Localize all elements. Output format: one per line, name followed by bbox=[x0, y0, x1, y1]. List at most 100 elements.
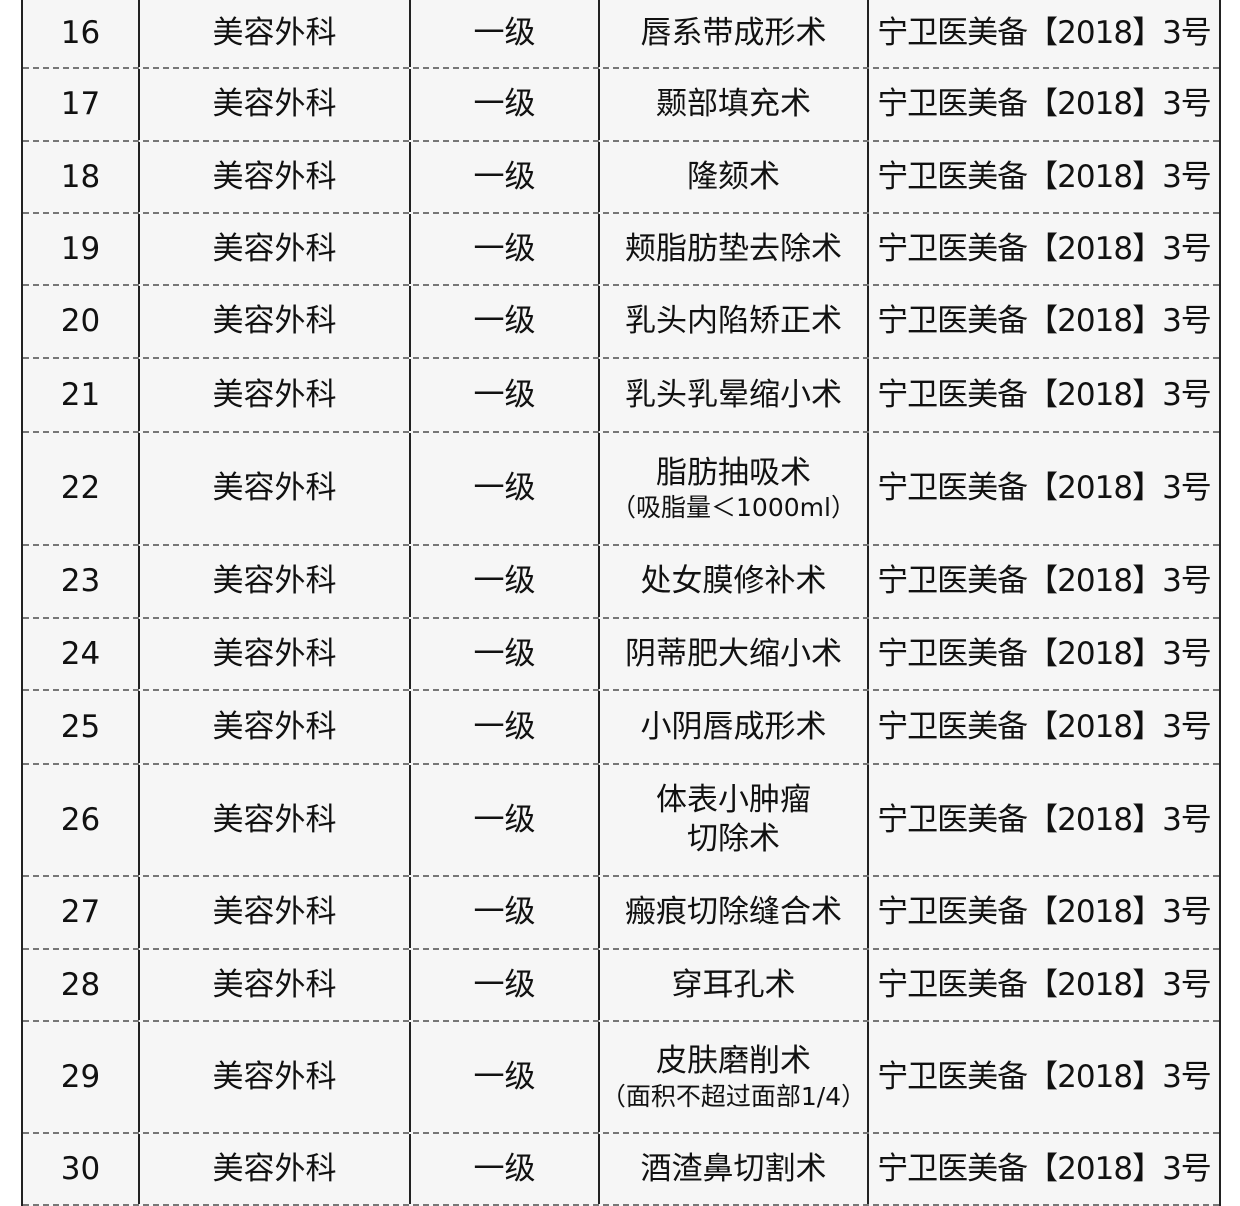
level-cell: 一级 bbox=[411, 69, 600, 140]
filing-document: 宁卫医美备【2018】3号 bbox=[877, 966, 1212, 1003]
filing-document-cell: 宁卫医美备【2018】3号 bbox=[869, 877, 1219, 948]
level-cell: 一级 bbox=[411, 1134, 600, 1204]
procedure-name: 皮肤磨削术 bbox=[656, 1043, 811, 1079]
department-cell: 美容外科 bbox=[140, 286, 411, 357]
department-cell: 美容外科 bbox=[140, 877, 411, 948]
filing-document: 宁卫医美备【2018】3号 bbox=[877, 563, 1212, 600]
procedure-name: 穿耳孔术 bbox=[671, 966, 796, 1003]
row-number-cell: 20 bbox=[23, 286, 140, 357]
level: 一级 bbox=[473, 86, 536, 123]
level: 一级 bbox=[473, 894, 536, 931]
table-row: 28 美容外科 一级 穿耳孔术 宁卫医美备【2018】3号 bbox=[23, 950, 1219, 1022]
filing-document: 宁卫医美备【2018】3号 bbox=[877, 230, 1212, 267]
filing-document: 宁卫医美备【2018】3号 bbox=[877, 15, 1212, 52]
level: 一级 bbox=[473, 15, 536, 52]
department: 美容外科 bbox=[212, 15, 337, 52]
department-cell: 美容外科 bbox=[140, 546, 411, 617]
procedure-name-cell: 处女膜修补术 bbox=[600, 546, 869, 617]
level: 一级 bbox=[473, 470, 536, 507]
department: 美容外科 bbox=[212, 1150, 337, 1187]
procedure-name-cell: 穿耳孔术 bbox=[600, 950, 869, 1020]
filing-document-cell: 宁卫医美备【2018】3号 bbox=[869, 359, 1219, 431]
row-number: 23 bbox=[60, 563, 101, 600]
row-number: 22 bbox=[60, 470, 101, 507]
department-cell: 美容外科 bbox=[140, 214, 411, 284]
procedure-name: 阴蒂肥大缩小术 bbox=[625, 635, 842, 672]
row-number-cell: 30 bbox=[23, 1134, 140, 1204]
filing-document: 宁卫医美备【2018】3号 bbox=[877, 470, 1212, 507]
level-cell: 一级 bbox=[411, 142, 600, 212]
department-cell: 美容外科 bbox=[140, 69, 411, 140]
procedure-name: 酒渣鼻切割术 bbox=[640, 1150, 827, 1187]
level: 一级 bbox=[473, 708, 536, 745]
filing-document-cell: 宁卫医美备【2018】3号 bbox=[869, 286, 1219, 357]
filing-document-cell: 宁卫医美备【2018】3号 bbox=[869, 950, 1219, 1020]
row-number: 17 bbox=[60, 86, 101, 123]
department: 美容外科 bbox=[212, 1058, 337, 1095]
procedure-name-cell: 小阴唇成形术 bbox=[600, 691, 869, 763]
level-cell: 一级 bbox=[411, 877, 600, 948]
department-cell: 美容外科 bbox=[140, 619, 411, 689]
procedure-name: 唇系带成形术 bbox=[640, 15, 827, 52]
table-row: 22 美容外科 一级 脂肪抽吸术 （吸脂量＜1000ml） 宁卫医美备【2018】3号 bbox=[23, 433, 1219, 546]
row-number-cell: 16 bbox=[23, 0, 140, 67]
filing-document-cell: 宁卫医美备【2018】3号 bbox=[869, 0, 1219, 67]
procedure-name-cell: 脂肪抽吸术 （吸脂量＜1000ml） bbox=[600, 433, 869, 544]
level-cell: 一级 bbox=[411, 1022, 600, 1132]
filing-document: 宁卫医美备【2018】3号 bbox=[877, 708, 1212, 745]
row-number: 25 bbox=[60, 708, 101, 745]
department: 美容外科 bbox=[212, 158, 337, 195]
filing-document-cell: 宁卫医美备【2018】3号 bbox=[869, 433, 1219, 544]
filing-document-cell: 宁卫医美备【2018】3号 bbox=[869, 619, 1219, 689]
procedure-table: 16 美容外科 一级 唇系带成形术 宁卫医美备【2018】3号 17 美容外科 一级 颞部填充术… bbox=[21, 0, 1221, 1206]
procedure-name: 体表小肿瘤 bbox=[656, 782, 811, 819]
row-number: 29 bbox=[60, 1058, 101, 1095]
filing-document: 宁卫医美备【2018】3号 bbox=[877, 801, 1212, 838]
filing-document-cell: 宁卫医美备【2018】3号 bbox=[869, 1022, 1219, 1132]
level-cell: 一级 bbox=[411, 214, 600, 284]
filing-document-cell: 宁卫医美备【2018】3号 bbox=[869, 69, 1219, 140]
row-number: 24 bbox=[60, 635, 101, 672]
row-number: 26 bbox=[60, 801, 101, 838]
row-number-cell: 21 bbox=[23, 359, 140, 431]
level: 一级 bbox=[473, 1058, 536, 1095]
table-row: 30 美容外科 一级 酒渣鼻切割术 宁卫医美备【2018】3号 bbox=[23, 1134, 1219, 1206]
row-number: 27 bbox=[60, 894, 101, 931]
row-number-cell: 28 bbox=[23, 950, 140, 1020]
row-number-cell: 19 bbox=[23, 214, 140, 284]
table-row: 20 美容外科 一级 乳头内陷矫正术 宁卫医美备【2018】3号 bbox=[23, 286, 1219, 359]
procedure-name-cell: 乳头乳晕缩小术 bbox=[600, 359, 869, 431]
filing-document: 宁卫医美备【2018】3号 bbox=[877, 1058, 1212, 1095]
department: 美容外科 bbox=[212, 470, 337, 507]
level: 一级 bbox=[473, 966, 536, 1003]
department: 美容外科 bbox=[212, 563, 337, 600]
procedure-name-cell: 颊脂肪垫去除术 bbox=[600, 214, 869, 284]
row-number-cell: 22 bbox=[23, 433, 140, 544]
row-number-cell: 27 bbox=[23, 877, 140, 948]
procedure-name: 脂肪抽吸术 bbox=[656, 454, 811, 491]
level: 一级 bbox=[473, 563, 536, 600]
row-number-cell: 26 bbox=[23, 765, 140, 875]
level: 一级 bbox=[473, 230, 536, 267]
procedure-name: 颊脂肪垫去除术 bbox=[625, 230, 842, 267]
filing-document: 宁卫医美备【2018】3号 bbox=[877, 635, 1212, 672]
level-cell: 一级 bbox=[411, 546, 600, 617]
level-cell: 一级 bbox=[411, 691, 600, 763]
filing-document: 宁卫医美备【2018】3号 bbox=[877, 158, 1212, 195]
filing-document-cell: 宁卫医美备【2018】3号 bbox=[869, 142, 1219, 212]
table-row: 27 美容外科 一级 瘢痕切除缝合术 宁卫医美备【2018】3号 bbox=[23, 877, 1219, 950]
row-number-cell: 23 bbox=[23, 546, 140, 617]
level-cell: 一级 bbox=[411, 433, 600, 544]
table-row: 21 美容外科 一级 乳头乳晕缩小术 宁卫医美备【2018】3号 bbox=[23, 359, 1219, 433]
filing-document-cell: 宁卫医美备【2018】3号 bbox=[869, 765, 1219, 875]
row-number-cell: 18 bbox=[23, 142, 140, 212]
filing-document-cell: 宁卫医美备【2018】3号 bbox=[869, 1134, 1219, 1204]
table-row: 23 美容外科 一级 处女膜修补术 宁卫医美备【2018】3号 bbox=[23, 546, 1219, 619]
department-cell: 美容外科 bbox=[140, 691, 411, 763]
row-number: 30 bbox=[60, 1150, 101, 1187]
procedure-name: 颞部填充术 bbox=[656, 86, 811, 123]
level: 一级 bbox=[473, 801, 536, 838]
row-number: 21 bbox=[60, 376, 101, 413]
level: 一级 bbox=[473, 1150, 536, 1187]
level-cell: 一级 bbox=[411, 765, 600, 875]
